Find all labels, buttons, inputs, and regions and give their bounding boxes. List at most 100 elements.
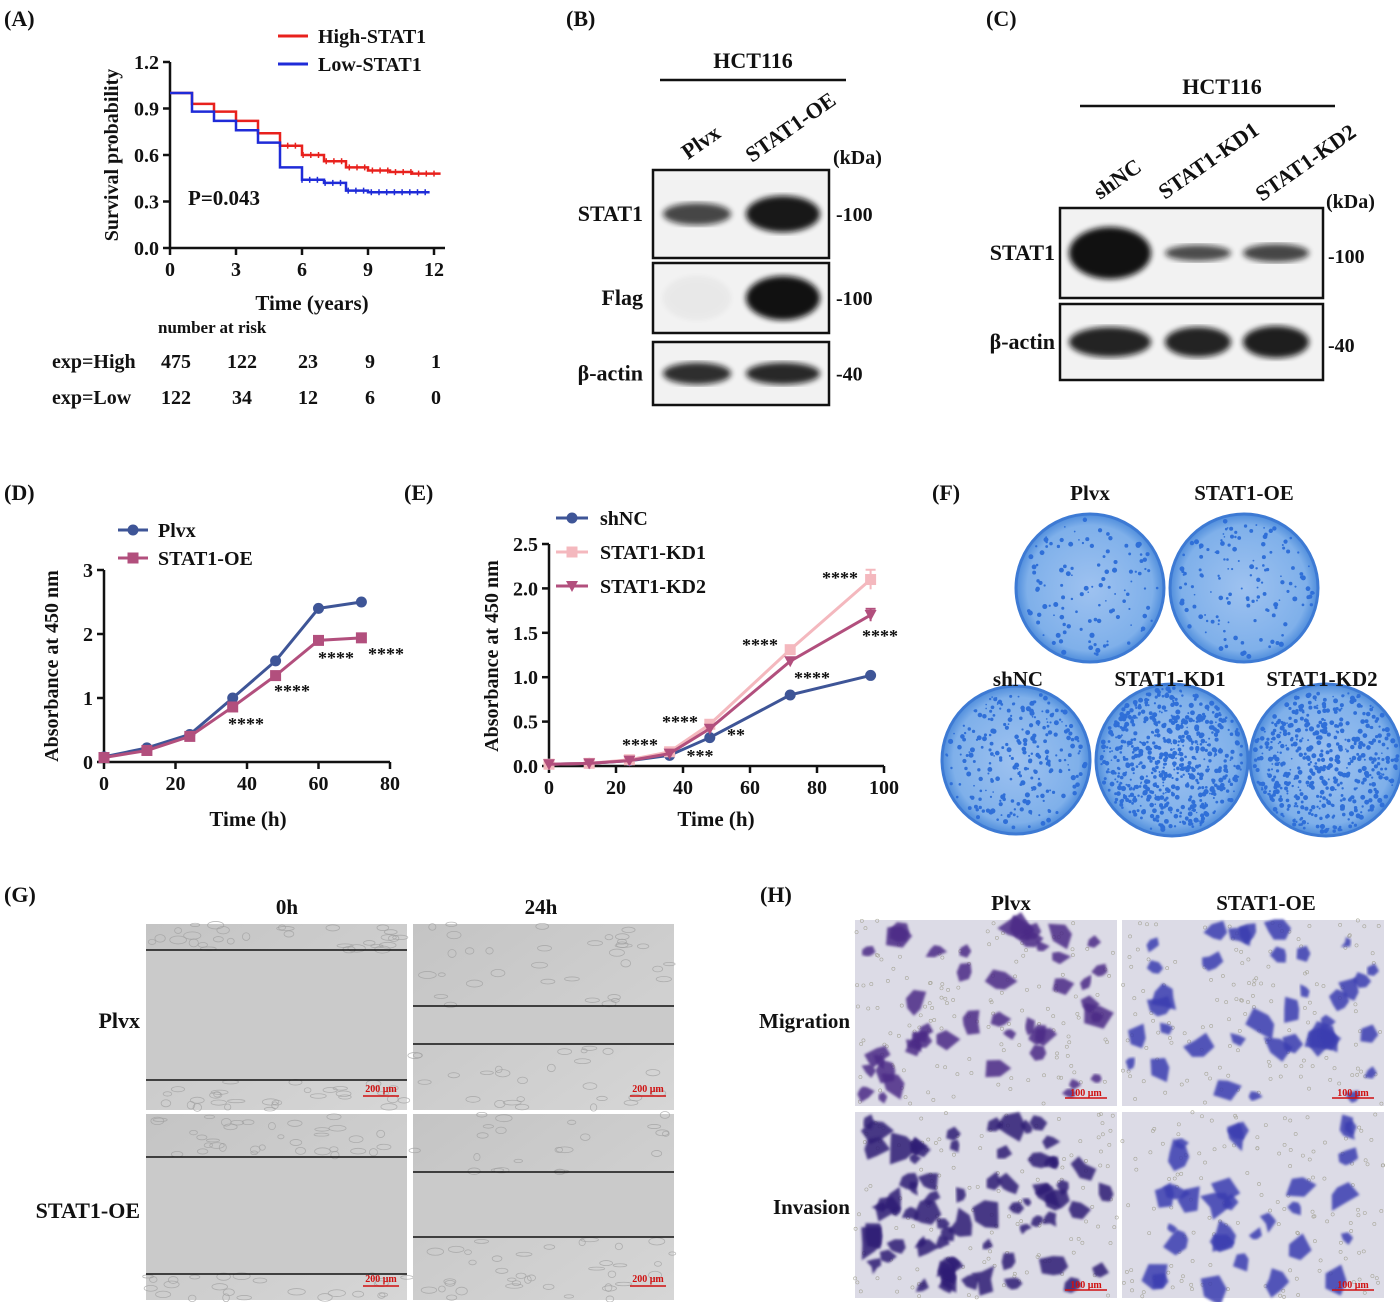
colony: [1056, 544, 1061, 549]
colony: [1192, 800, 1195, 803]
cell-texture: [464, 947, 475, 955]
data-point: [227, 692, 239, 704]
colony: [1190, 710, 1195, 716]
colony: [1173, 718, 1178, 724]
data-point: [704, 732, 716, 744]
stained-cell: [1288, 1233, 1312, 1261]
colony: [1308, 811, 1312, 815]
colony: [1270, 639, 1275, 644]
cell-texture: [329, 1146, 339, 1153]
risk-value: 12: [298, 387, 318, 409]
cell-texture: [420, 1286, 438, 1294]
colony: [1374, 752, 1378, 756]
colony: [1228, 778, 1231, 781]
pore: [967, 1293, 971, 1297]
colony: [1316, 704, 1319, 707]
colony: [1294, 585, 1297, 588]
colony: [999, 758, 1003, 762]
colony: [1211, 731, 1214, 734]
colony: [1103, 777, 1107, 781]
colony: [1143, 587, 1147, 590]
colony: [1371, 768, 1375, 772]
colony: [1263, 526, 1265, 529]
stained-cell: [985, 1060, 1012, 1078]
x-tick-label: 0: [99, 773, 109, 795]
colony: [1333, 735, 1338, 740]
cell-texture: [289, 1139, 303, 1146]
colony: [1230, 756, 1234, 760]
colony: [968, 752, 974, 758]
pore: [1128, 934, 1132, 939]
colony: [1139, 775, 1145, 781]
colony: [1366, 745, 1370, 748]
pore: [1212, 1147, 1217, 1152]
stained-cell: [1259, 1212, 1277, 1233]
pore: [1215, 997, 1220, 1002]
stained-cell: [1340, 1232, 1354, 1245]
pore: [1133, 1156, 1138, 1161]
cell-texture: [636, 943, 650, 950]
colony: [1144, 567, 1147, 571]
colony: [1120, 798, 1125, 803]
cell-texture: [495, 1065, 503, 1074]
colony: [1142, 784, 1148, 789]
colony: [1357, 756, 1362, 762]
pore: [935, 1064, 940, 1069]
pore: [1062, 1157, 1066, 1161]
pore: [863, 926, 868, 931]
colony: [1304, 806, 1309, 811]
pore: [1318, 1258, 1323, 1263]
colony: [1055, 632, 1061, 638]
pore: [1002, 1283, 1006, 1288]
colony: [1360, 811, 1363, 814]
significance-mark: ****: [368, 644, 404, 664]
colony: [1176, 771, 1179, 775]
colony: [1270, 731, 1276, 736]
colony: [1188, 702, 1194, 708]
pore: [1056, 1075, 1061, 1080]
cell-texture: [224, 1103, 232, 1111]
stained-cell: [1269, 946, 1287, 963]
colony: [1299, 572, 1304, 576]
colony: [1367, 788, 1373, 794]
colony: [1091, 585, 1094, 588]
row-label: STAT1: [578, 201, 643, 226]
cell-texture: [468, 1259, 477, 1266]
pore: [861, 1038, 866, 1043]
pore: [1209, 1024, 1214, 1028]
transwell-image: 100 μm: [853, 1111, 1119, 1300]
colony: [1297, 551, 1300, 554]
colony: [1340, 729, 1345, 734]
pore: [1247, 981, 1251, 985]
pore: [1107, 974, 1112, 978]
colony: [1335, 778, 1339, 782]
colony: [1159, 823, 1164, 828]
colony: [962, 758, 967, 764]
colony: [1332, 829, 1336, 833]
stained-cell: [873, 1054, 885, 1070]
cell-texture: [447, 1072, 460, 1079]
colony: [1182, 573, 1185, 576]
stained-cell: [899, 1172, 919, 1190]
data-point: [784, 689, 796, 701]
colony: [1386, 747, 1389, 750]
colony: [1168, 718, 1173, 723]
colony: [1024, 792, 1030, 798]
colony: [978, 797, 982, 801]
pore: [1072, 1070, 1077, 1075]
cell-texture: [447, 949, 457, 958]
colony: [1172, 699, 1175, 703]
colony: [1167, 773, 1172, 778]
colony: [1365, 723, 1370, 728]
colony: [1079, 592, 1084, 597]
colony: [991, 728, 997, 734]
colony: [1198, 614, 1204, 620]
colony: [1028, 754, 1031, 757]
colony: [1051, 712, 1055, 716]
lane-label: STAT1-KD1: [1154, 117, 1264, 204]
plate-label: STAT1-KD1: [1114, 667, 1225, 691]
colony: [1215, 615, 1219, 619]
colony: [1228, 592, 1232, 597]
colony: [1039, 761, 1043, 765]
